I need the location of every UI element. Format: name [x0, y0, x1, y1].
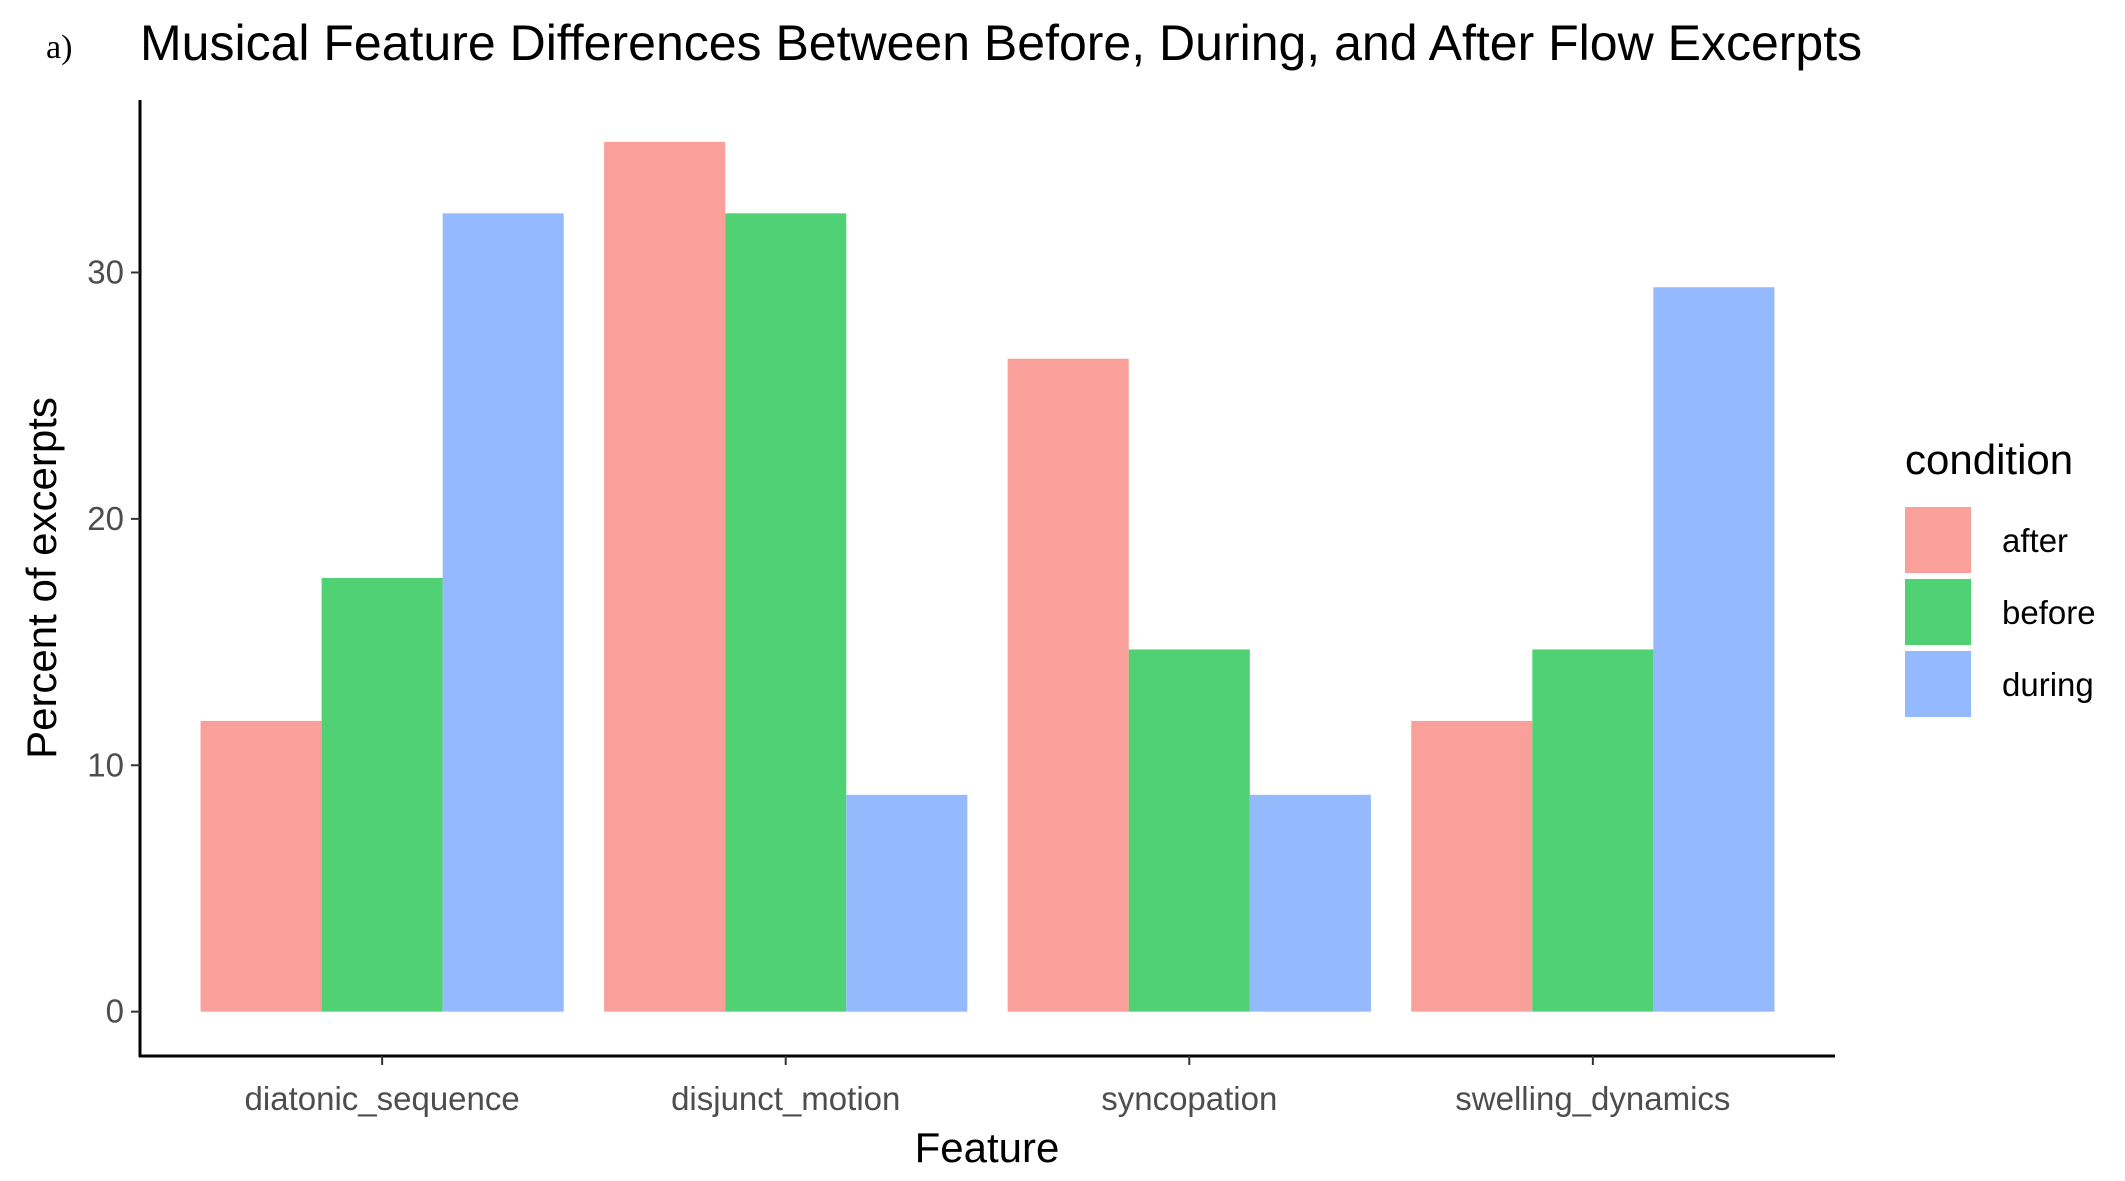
bars-layer: [200, 141, 1775, 1012]
legend-key-after: [1905, 507, 1971, 573]
y-axis-title: Percent of excerpts: [18, 397, 65, 759]
y-tick-label: 10: [87, 746, 124, 783]
legend: condition after before during: [1905, 436, 2096, 717]
x-axis-title: Feature: [915, 1124, 1060, 1171]
bar-after-diatonic_sequence: [200, 720, 322, 1012]
x-tick-label-swelling_dynamics: swelling_dynamics: [1455, 1080, 1730, 1117]
bar-after-disjunct_motion: [604, 141, 726, 1012]
legend-title: condition: [1905, 436, 2073, 483]
x-tick-label-disjunct_motion: disjunct_motion: [671, 1080, 900, 1117]
bar-before-swelling_dynamics: [1532, 649, 1654, 1012]
y-tick-label: 30: [87, 253, 124, 290]
bar-during-syncopation: [1249, 794, 1371, 1012]
bar-during-swelling_dynamics: [1653, 287, 1775, 1012]
bar-before-diatonic_sequence: [321, 578, 443, 1012]
y-tick-label: 0: [106, 993, 124, 1030]
legend-label-during: during: [2002, 666, 2094, 703]
bar-after-syncopation: [1007, 358, 1129, 1012]
bar-during-disjunct_motion: [846, 794, 968, 1012]
y-tick-label: 20: [87, 500, 124, 537]
legend-label-before: before: [2002, 594, 2096, 631]
x-tick-label-diatonic_sequence: diatonic_sequence: [245, 1080, 520, 1117]
x-tick-label-syncopation: syncopation: [1101, 1080, 1277, 1117]
legend-key-before: [1905, 579, 1971, 645]
bar-before-syncopation: [1128, 649, 1250, 1012]
bar-during-diatonic_sequence: [442, 213, 564, 1012]
bar-before-disjunct_motion: [725, 213, 847, 1012]
panel-label: a): [46, 29, 72, 66]
legend-key-during: [1905, 651, 1971, 717]
bar-after-swelling_dynamics: [1411, 720, 1533, 1012]
legend-label-after: after: [2002, 522, 2068, 559]
y-ticks: 0 10 20 30: [87, 253, 140, 1030]
x-ticks: diatonic_sequence disjunct_motion syncopat…: [245, 1056, 1730, 1117]
chart-title: Musical Feature Differences Between Befo…: [140, 15, 1862, 71]
